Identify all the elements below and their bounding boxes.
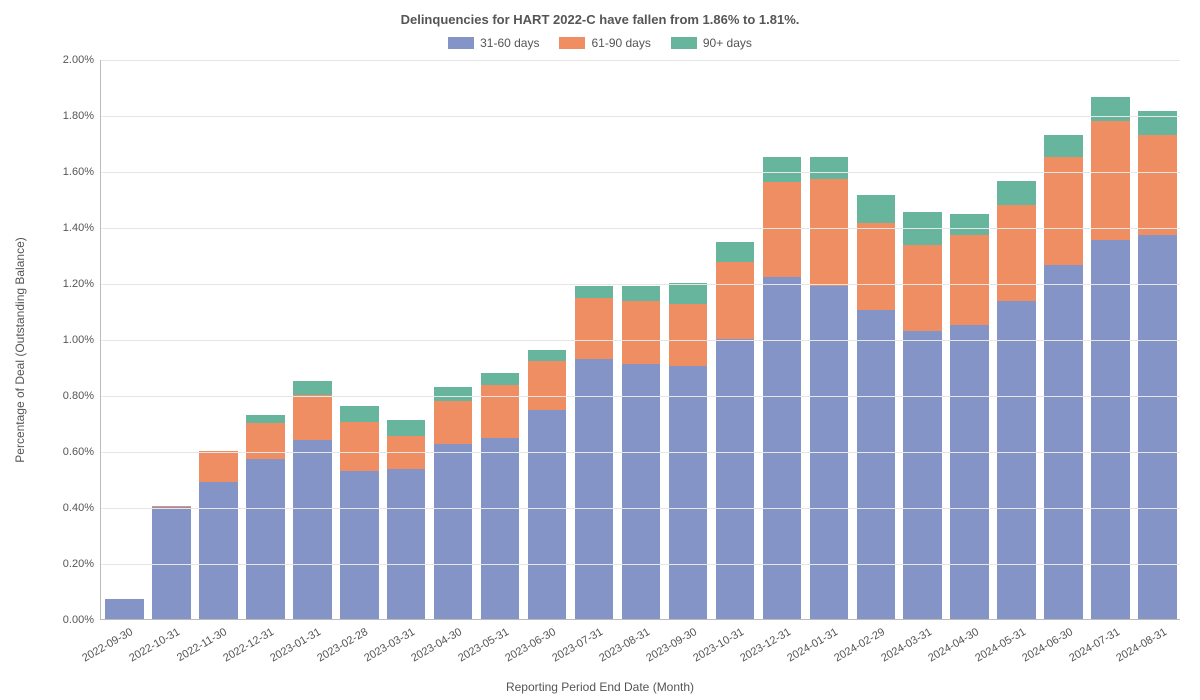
bar-segment [1138, 235, 1177, 619]
y-tick-label: 0.20% [4, 558, 94, 570]
y-axis-label: Percentage of Deal (Outstanding Balance) [13, 237, 27, 462]
bar-segment [622, 301, 661, 364]
chart-title: Delinquencies for HART 2022-C have falle… [0, 12, 1200, 27]
gridline [101, 564, 1180, 565]
gridline [101, 284, 1180, 285]
bar-segment [763, 157, 802, 182]
y-tick-label: 1.60% [4, 166, 94, 178]
bar-segment [997, 181, 1036, 205]
y-tick-label: 0.80% [4, 390, 94, 402]
legend-swatch [559, 37, 585, 49]
bar-segment [716, 262, 755, 339]
bar-segment [716, 242, 755, 262]
bar-segment [387, 420, 426, 435]
legend-label: 90+ days [703, 36, 752, 50]
bar-segment [293, 440, 332, 619]
legend-swatch [671, 37, 697, 49]
bar-segment [575, 286, 614, 299]
bar-segment [1091, 97, 1130, 121]
gridline [101, 60, 1180, 61]
bar-segment [246, 459, 285, 619]
bar-segment [763, 182, 802, 277]
bar-segment [997, 301, 1036, 619]
bar-segment [152, 507, 191, 619]
y-tick-label: 0.60% [4, 446, 94, 458]
bar-segment [528, 350, 567, 361]
bar-segment [810, 157, 849, 179]
x-axis-label: Reporting Period End Date (Month) [0, 680, 1200, 694]
legend-item: 61-90 days [559, 36, 650, 50]
bar-segment [763, 277, 802, 619]
bar-segment [622, 364, 661, 619]
bar-segment [950, 235, 989, 325]
legend-item: 90+ days [671, 36, 752, 50]
bar-segment [716, 339, 755, 619]
bar-segment [528, 361, 567, 410]
gridline [101, 396, 1180, 397]
gridline [101, 340, 1180, 341]
bar-segment [105, 599, 144, 619]
bar-segment [997, 205, 1036, 302]
bar-segment [1091, 121, 1130, 240]
gridline [101, 172, 1180, 173]
y-tick-label: 1.40% [4, 222, 94, 234]
legend-label: 61-90 days [591, 36, 650, 50]
y-tick-label: 1.00% [4, 334, 94, 346]
legend-label: 31-60 days [480, 36, 539, 50]
bar-segment [293, 395, 332, 440]
bar-segment [199, 482, 238, 619]
bar-segment [528, 410, 567, 619]
bar-segment [857, 310, 896, 619]
bar-segment [481, 373, 520, 386]
bar-segment [387, 469, 426, 619]
bar-segment [857, 223, 896, 310]
bar-segment [434, 387, 473, 401]
bar-segment [622, 286, 661, 301]
bar-segment [669, 366, 708, 619]
bar-segment [950, 325, 989, 619]
bar-segment [903, 245, 942, 330]
bar-segment [246, 423, 285, 459]
bar-segment [340, 471, 379, 619]
bar-segment [575, 298, 614, 358]
legend-swatch [448, 37, 474, 49]
gridline [101, 452, 1180, 453]
bar-segment [1044, 135, 1083, 157]
bar-segment [1138, 135, 1177, 236]
y-tick-label: 0.00% [4, 614, 94, 626]
bar-segment [810, 179, 849, 285]
bar-segment [340, 422, 379, 471]
bar-segment [434, 444, 473, 619]
bar-segment [246, 415, 285, 423]
bar-segment [950, 214, 989, 235]
bar-segment [481, 385, 520, 438]
y-tick-label: 1.80% [4, 110, 94, 122]
gridline [101, 116, 1180, 117]
y-tick-label: 2.00% [4, 54, 94, 66]
bar-segment [857, 195, 896, 223]
y-tick-label: 1.20% [4, 278, 94, 290]
gridline [101, 508, 1180, 509]
bar-segment [1044, 157, 1083, 265]
delinquency-chart: Delinquencies for HART 2022-C have falle… [0, 0, 1200, 700]
y-tick-label: 0.40% [4, 502, 94, 514]
legend: 31-60 days 61-90 days 90+ days [0, 36, 1200, 52]
bar-segment [199, 451, 238, 482]
bar-segment [1091, 240, 1130, 619]
bar-segment [669, 283, 708, 304]
legend-item: 31-60 days [448, 36, 539, 50]
gridline [101, 228, 1180, 229]
bar-segment [669, 304, 708, 366]
bar-segment [903, 331, 942, 619]
bar-segment [293, 381, 332, 395]
bar-segment [481, 438, 520, 619]
bar-segment [340, 406, 379, 421]
bar-segment [152, 506, 191, 507]
bar-segment [1044, 265, 1083, 619]
plot-area [100, 60, 1180, 620]
bar-segment [1138, 111, 1177, 135]
bar-segment [575, 359, 614, 619]
bar-segment [434, 401, 473, 444]
